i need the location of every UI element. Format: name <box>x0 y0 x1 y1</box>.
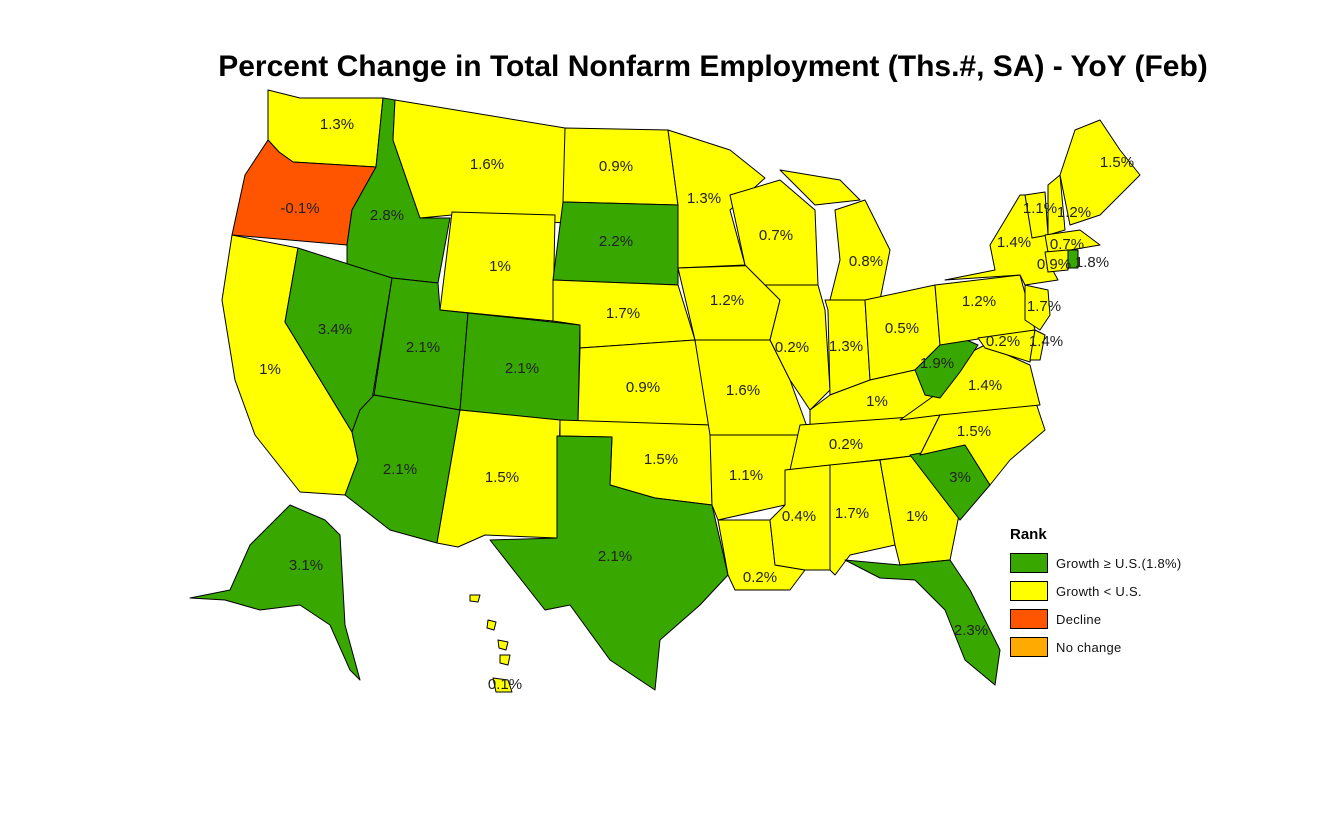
state-label-MD: 0.2% <box>986 333 1020 350</box>
state-label-LA: 0.2% <box>743 569 777 586</box>
state-label-WI: 0.7% <box>759 227 793 244</box>
state-label-VT: 1.1% <box>1023 200 1057 217</box>
state-label-CO: 2.1% <box>505 360 539 377</box>
state-label-CA: 1% <box>259 361 281 378</box>
state-AR[interactable] <box>709 434 801 521</box>
state-MD[interactable] <box>977 329 1036 363</box>
state-label-ND: 0.9% <box>599 158 633 175</box>
state-label-IL: 0.2% <box>775 339 809 356</box>
state-label-NJ: 1.7% <box>1027 298 1061 315</box>
state-label-MO: 1.6% <box>726 382 760 399</box>
state-NJ[interactable] <box>1024 284 1051 331</box>
state-label-NH: 1.2% <box>1057 204 1091 221</box>
state-label-AZ: 2.1% <box>383 461 417 478</box>
state-label-OK: 1.5% <box>644 451 678 468</box>
legend-item: Growth < U.S. <box>1010 577 1182 605</box>
state-label-HI: 0.1% <box>488 676 522 693</box>
state-label-AL: 1.7% <box>835 505 869 522</box>
state-label-OH: 0.5% <box>885 320 919 337</box>
state-label-KY: 1% <box>866 393 888 410</box>
legend-label: Growth ≥ U.S.(1.8%) <box>1056 555 1182 571</box>
legend: Rank Growth ≥ U.S.(1.8%) Growth < U.S. D… <box>1010 526 1182 661</box>
state-label-NE: 1.7% <box>606 305 640 322</box>
state-MO[interactable] <box>694 339 811 436</box>
legend-title: Rank <box>1010 526 1047 543</box>
state-label-ID: 2.8% <box>370 207 404 224</box>
state-TX[interactable] <box>489 435 729 691</box>
state-label-SD: 2.2% <box>599 233 633 250</box>
state-label-CT: 0.9% <box>1037 256 1071 273</box>
legend-swatch <box>1010 581 1048 601</box>
state-DE[interactable] <box>1029 329 1046 361</box>
state-label-MT: 1.6% <box>470 156 504 173</box>
state-label-PA: 1.2% <box>962 293 996 310</box>
state-label-AR: 1.1% <box>729 467 763 484</box>
legend-label: Decline <box>1056 611 1102 627</box>
state-label-AK: 3.1% <box>289 557 323 574</box>
state-label-WY: 1% <box>489 258 511 275</box>
state-label-VA: 1.4% <box>968 377 1002 394</box>
state-label-WA: 1.3% <box>320 116 354 133</box>
state-label-ME: 1.5% <box>1100 154 1134 171</box>
state-AK[interactable] <box>189 504 361 681</box>
state-label-DE: 1.4% <box>1029 333 1063 350</box>
state-label-MI: 0.8% <box>849 253 883 270</box>
state-MN[interactable] <box>667 129 766 269</box>
state-RI[interactable] <box>1067 249 1079 269</box>
legend-label: Growth < U.S. <box>1056 583 1142 599</box>
state-value-labels: 1.3% -0.1% 2.8% 1.6% 0.9% 1.3% 0.7% 0.8% 1.4% 1.1… <box>259 116 1134 693</box>
state-label-TN: 0.2% <box>829 436 863 453</box>
state-label-IN: 1.3% <box>829 338 863 355</box>
state-label-GA: 1% <box>906 508 928 525</box>
state-label-MA: 0.7% <box>1050 236 1084 253</box>
state-label-OR: -0.1% <box>280 200 319 217</box>
state-label-IA: 1.2% <box>710 292 744 309</box>
legend-swatch <box>1010 609 1048 629</box>
state-label-MS: 0.4% <box>782 508 816 525</box>
state-HI[interactable] <box>469 594 513 693</box>
legend-item: Growth ≥ U.S.(1.8%) <box>1010 549 1182 577</box>
state-ME[interactable] <box>1059 119 1141 226</box>
state-label-NM: 1.5% <box>485 469 519 486</box>
state-label-TX: 2.1% <box>598 548 632 565</box>
state-label-KS: 0.9% <box>626 379 660 396</box>
state-CT[interactable] <box>1044 249 1069 273</box>
state-label-FL: 2.3% <box>954 622 988 639</box>
legend-label: No change <box>1056 639 1122 655</box>
state-label-SC: 3% <box>949 469 971 486</box>
legend-item: No change <box>1010 633 1182 661</box>
state-shapes <box>189 89 1141 693</box>
state-label-WV: 1.9% <box>920 355 954 372</box>
state-label-NV: 3.4% <box>318 321 352 338</box>
legend-swatch <box>1010 553 1048 573</box>
map-title: Percent Change in Total Nonfarm Employme… <box>218 50 1208 83</box>
state-FL[interactable] <box>844 559 1001 686</box>
state-NH[interactable] <box>1047 174 1066 236</box>
state-label-UT: 2.1% <box>406 339 440 356</box>
state-label-NY: 1.4% <box>997 234 1031 251</box>
state-label-NC: 1.5% <box>957 423 991 440</box>
legend-item: Decline <box>1010 605 1182 633</box>
state-label-MN: 1.3% <box>687 190 721 207</box>
legend-swatch <box>1010 637 1048 657</box>
state-label-RI: 1.8% <box>1075 254 1109 271</box>
state-MA[interactable] <box>1044 229 1101 253</box>
